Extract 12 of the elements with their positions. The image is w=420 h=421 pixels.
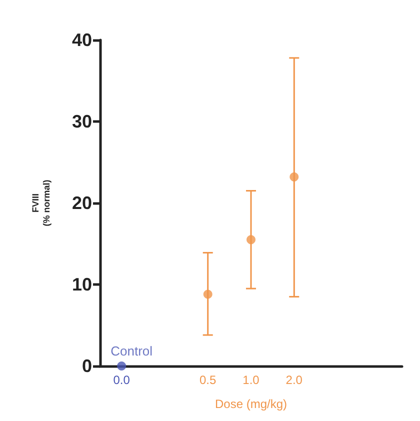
y-tick-label: 0 <box>82 356 92 376</box>
y-tick-label: 20 <box>72 193 92 213</box>
x-tick-label: 2.0 <box>286 373 303 387</box>
x-tick-label: 0.0 <box>113 373 130 387</box>
x-axis-title: Dose (mg/kg) <box>214 397 288 411</box>
y-tick-label: 40 <box>72 30 92 50</box>
series-label: Control <box>110 344 153 358</box>
x-tick-label: 1.0 <box>242 373 260 387</box>
y-tick-label: 10 <box>72 274 92 294</box>
y-tick-label: 30 <box>72 112 92 132</box>
y-axis-title: FVIII (% normal) <box>30 180 52 226</box>
x-tick-label: 0.5 <box>200 373 217 387</box>
